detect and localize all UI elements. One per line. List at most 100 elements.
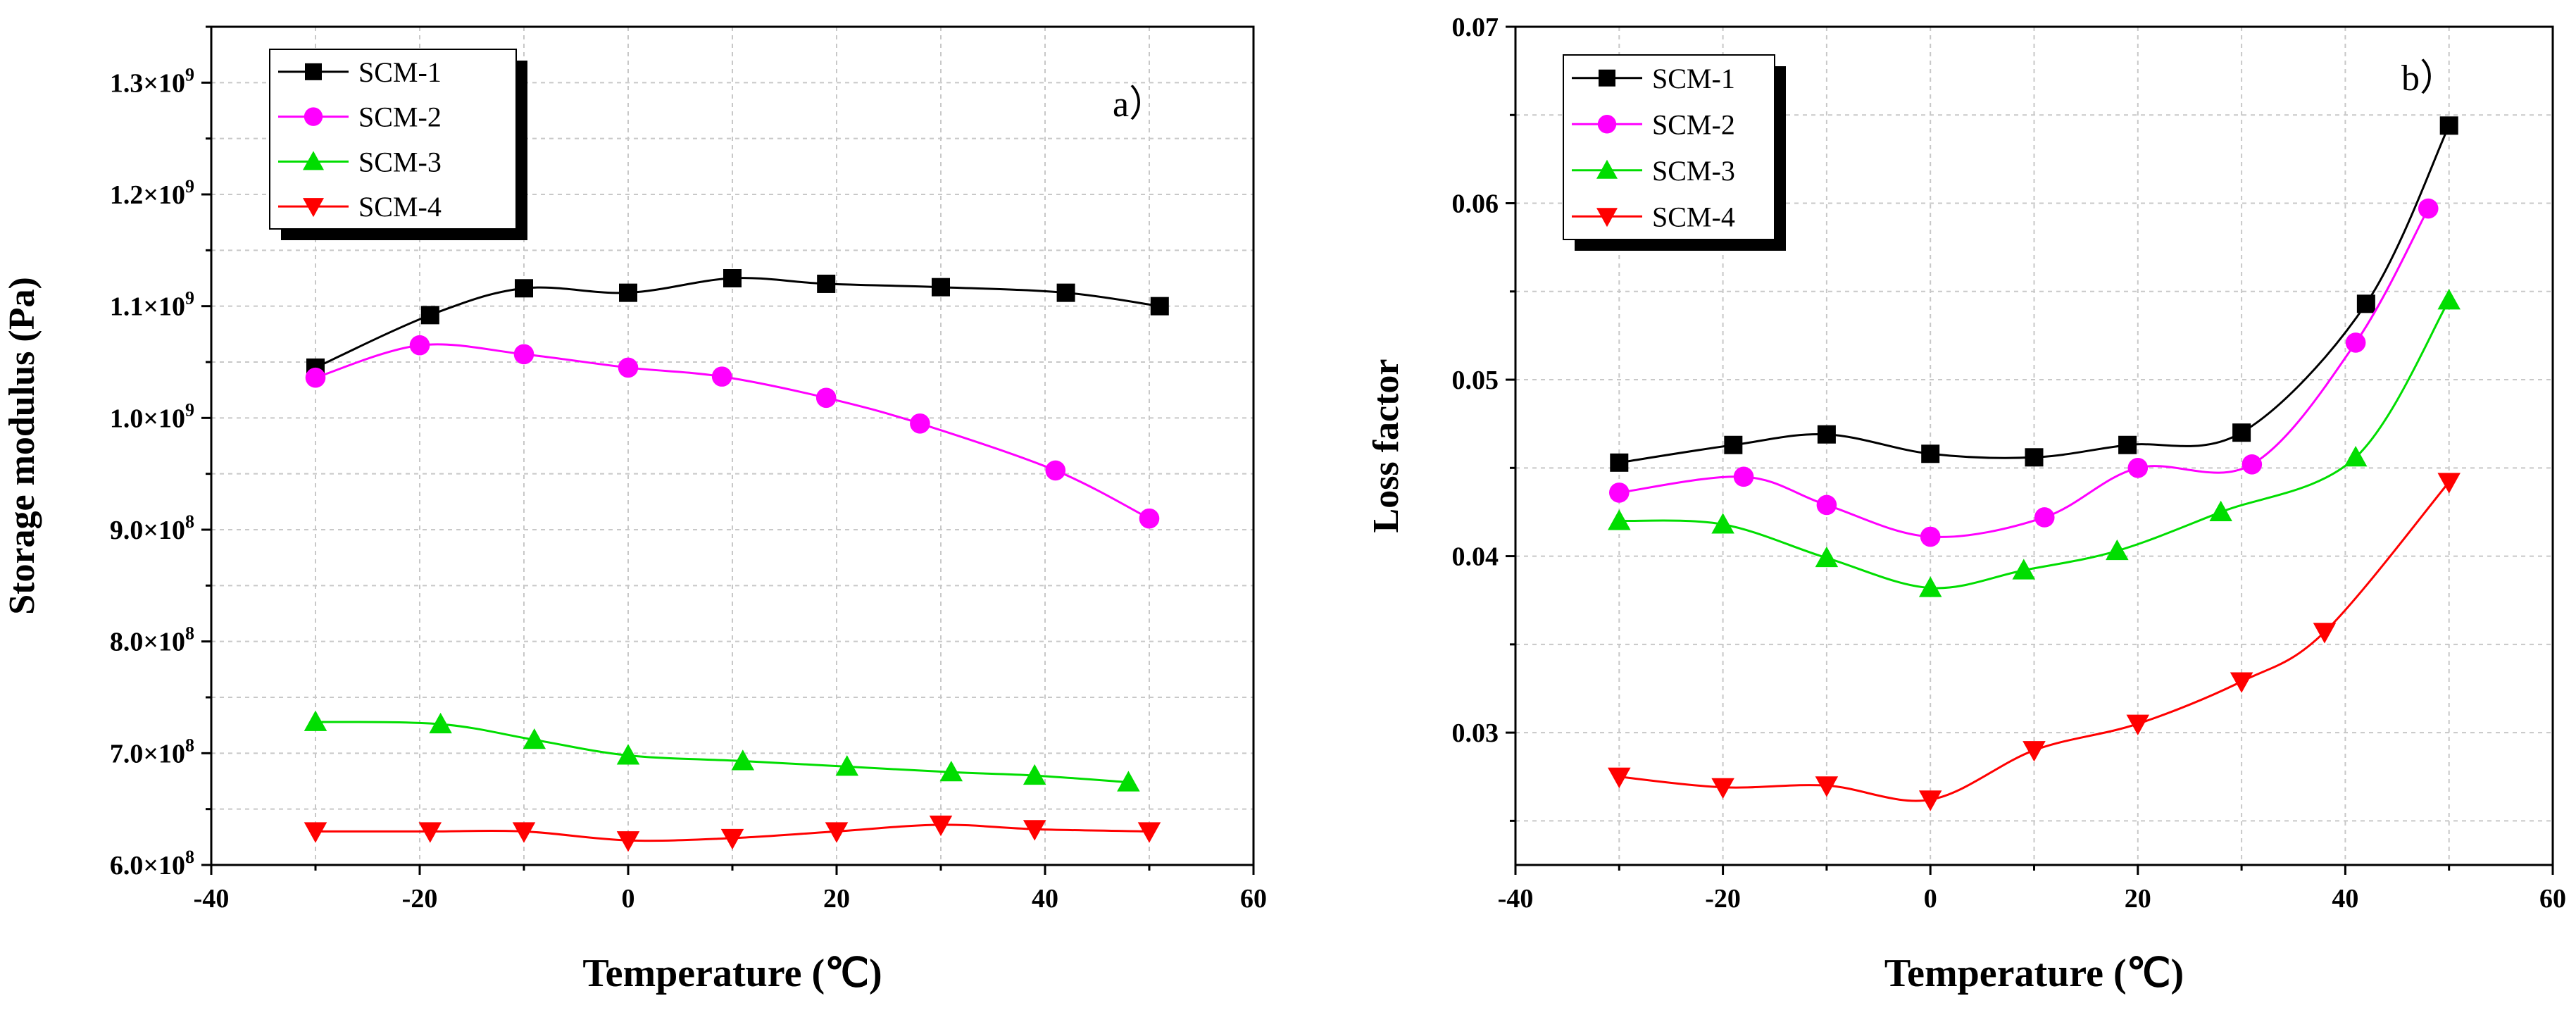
data-point bbox=[731, 749, 755, 771]
data-point bbox=[1117, 771, 1140, 792]
panel-label: a） bbox=[1113, 85, 1165, 125]
data-point bbox=[2126, 714, 2150, 735]
data-point bbox=[1609, 482, 1630, 503]
y-tick-label: 0.03 bbox=[1452, 718, 1499, 748]
legend-label: SCM-1 bbox=[1652, 63, 1735, 94]
data-point bbox=[2313, 623, 2337, 644]
data-point bbox=[1724, 435, 1743, 454]
series-line bbox=[315, 277, 1161, 369]
data-point bbox=[1608, 509, 1631, 530]
y-tick-label: 6.0×108 bbox=[110, 847, 194, 880]
legend-marker bbox=[303, 151, 324, 170]
y-tick-label: 0.07 bbox=[1452, 13, 1499, 42]
y-tick-label: 1.3×109 bbox=[110, 64, 194, 98]
data-point bbox=[512, 822, 536, 843]
x-tick-label: 60 bbox=[2539, 884, 2566, 914]
data-point bbox=[910, 413, 930, 434]
legend-marker bbox=[1599, 69, 1615, 87]
x-tick-label: -40 bbox=[194, 884, 230, 914]
x-tick-label: 0 bbox=[1924, 884, 1937, 914]
data-point bbox=[429, 712, 452, 734]
data-point bbox=[1918, 790, 1942, 811]
data-point bbox=[1056, 283, 1075, 302]
y-tick-label: 7.0×108 bbox=[110, 735, 194, 768]
data-point bbox=[2242, 454, 2263, 475]
data-point bbox=[932, 278, 950, 297]
data-point bbox=[1918, 576, 1942, 597]
panel-label: b） bbox=[2401, 58, 2456, 99]
x-tick-label: -20 bbox=[402, 884, 438, 914]
data-point bbox=[2437, 289, 2461, 310]
series-scm-2 bbox=[1609, 198, 2439, 547]
data-point bbox=[929, 815, 953, 837]
series-scm-1 bbox=[1610, 116, 2458, 472]
x-tick-label: 40 bbox=[2332, 884, 2358, 914]
data-point bbox=[1137, 822, 1161, 843]
y-tick-label: 0.05 bbox=[1452, 366, 1499, 395]
data-point bbox=[1023, 764, 1046, 785]
data-point bbox=[2232, 423, 2251, 442]
data-point bbox=[720, 828, 744, 850]
data-point bbox=[2356, 294, 2375, 313]
data-point bbox=[618, 357, 639, 378]
legend: SCM-1 SCM-2 SCM-3 SCM-4 bbox=[1563, 54, 1786, 251]
x-axis-title: Temperature (℃) bbox=[582, 952, 882, 995]
data-point bbox=[939, 761, 963, 782]
data-point bbox=[513, 344, 534, 365]
legend-label: SCM-2 bbox=[358, 101, 442, 133]
data-point bbox=[2034, 507, 2055, 528]
legend-label: SCM-3 bbox=[1652, 155, 1735, 187]
data-point bbox=[1608, 767, 1631, 788]
legend-marker bbox=[305, 63, 322, 80]
y-tick-label: 8.0×108 bbox=[110, 623, 194, 657]
data-point bbox=[420, 306, 439, 325]
y-tick-label: 1.2×109 bbox=[110, 176, 194, 210]
series-scm-4 bbox=[1608, 473, 2461, 811]
data-point bbox=[711, 366, 732, 387]
data-point bbox=[2022, 741, 2046, 762]
data-point bbox=[2209, 500, 2232, 521]
data-point bbox=[418, 822, 442, 843]
x-tick-label: 20 bbox=[823, 884, 850, 914]
y-axis-title: Storage modulus (Pa) bbox=[2, 277, 42, 615]
data-point bbox=[619, 283, 637, 302]
legend-label: SCM-2 bbox=[1652, 108, 1735, 140]
data-point bbox=[2012, 559, 2036, 580]
data-point bbox=[815, 387, 837, 409]
data-point bbox=[515, 279, 533, 298]
data-point bbox=[1045, 460, 1066, 481]
legend-marker bbox=[304, 107, 323, 126]
series-line bbox=[1619, 208, 2430, 538]
data-point bbox=[2439, 116, 2458, 135]
x-tick-label: 0 bbox=[622, 884, 635, 914]
legend-label: SCM-4 bbox=[358, 191, 442, 223]
data-point bbox=[616, 831, 640, 852]
x-tick-label: -40 bbox=[1498, 884, 1534, 914]
data-point bbox=[1815, 776, 1839, 797]
data-point bbox=[1733, 466, 1754, 487]
data-point bbox=[616, 744, 640, 765]
data-point bbox=[1139, 508, 1160, 529]
legend: SCM-1 SCM-2 SCM-3 SCM-4 bbox=[269, 49, 527, 240]
series-line bbox=[1619, 125, 2451, 464]
x-tick-label: 40 bbox=[1032, 884, 1058, 914]
legend-marker bbox=[1596, 208, 1618, 228]
data-point bbox=[1817, 425, 1836, 444]
series-scm-4 bbox=[304, 815, 1161, 852]
legend-marker bbox=[1596, 159, 1618, 179]
legend-marker bbox=[1597, 115, 1617, 134]
data-point bbox=[1711, 513, 1734, 534]
data-point bbox=[523, 728, 546, 749]
x-tick-label: 60 bbox=[1240, 884, 1267, 914]
series-scm-3 bbox=[304, 710, 1140, 792]
series-scm-3 bbox=[1608, 289, 2461, 597]
data-point bbox=[2025, 448, 2044, 467]
y-axis-title: Loss factor bbox=[1366, 359, 1406, 533]
data-point bbox=[1920, 526, 1941, 547]
data-point bbox=[825, 822, 849, 843]
data-point bbox=[304, 822, 327, 843]
data-point bbox=[2106, 539, 2129, 561]
y-tick-label: 0.06 bbox=[1452, 189, 1499, 219]
series-scm-1 bbox=[306, 269, 1169, 377]
